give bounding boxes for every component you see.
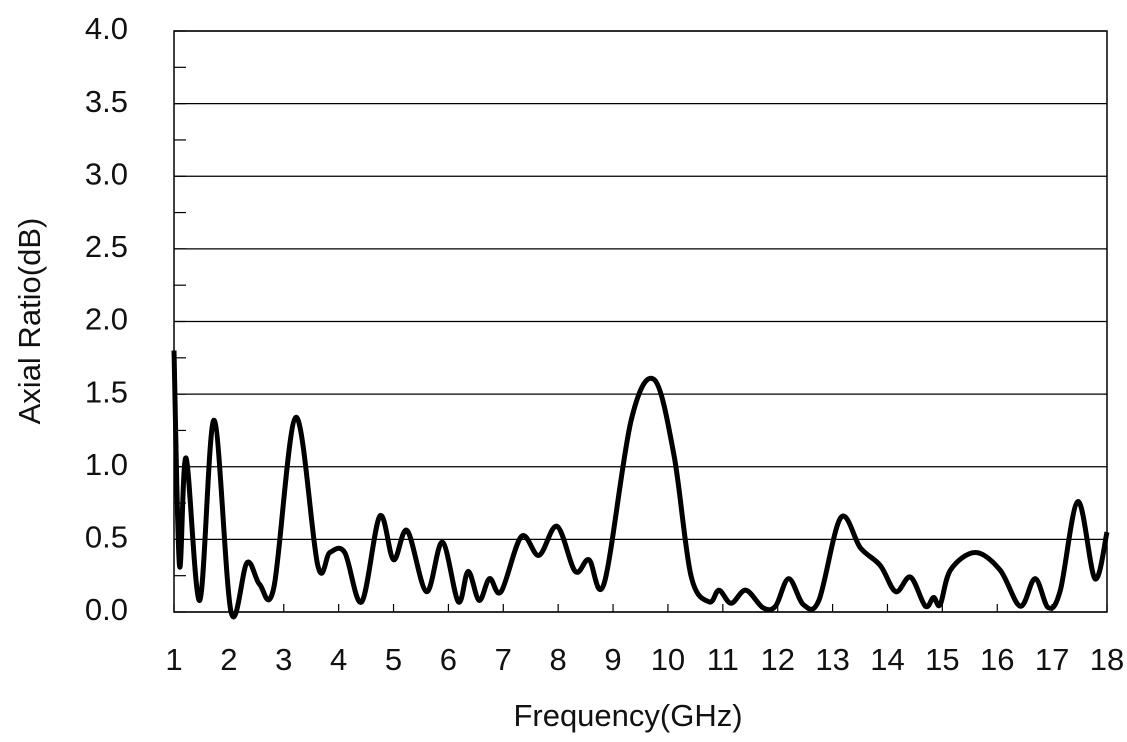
y-axis-title: Axial Ratio(dB) bbox=[12, 218, 47, 425]
y-tick-label: 2.0 bbox=[85, 302, 128, 337]
y-tick-label: 3.0 bbox=[85, 156, 128, 191]
x-tick-label: 13 bbox=[815, 642, 849, 677]
x-tick-label: 14 bbox=[870, 642, 904, 677]
x-axis-title: Frequency(GHz) bbox=[513, 698, 742, 733]
x-tick-label: 15 bbox=[925, 642, 959, 677]
x-tick-label: 5 bbox=[385, 642, 402, 677]
y-tick-label: 2.5 bbox=[85, 229, 128, 264]
x-tick-label: 4 bbox=[330, 642, 347, 677]
plot-frame bbox=[173, 30, 1108, 613]
x-tick-label: 18 bbox=[1090, 642, 1124, 677]
x-tick-label: 7 bbox=[495, 642, 512, 677]
data-line bbox=[171, 350, 1110, 620]
y-tick-label: 1.0 bbox=[85, 447, 128, 482]
x-tick-label: 12 bbox=[760, 642, 794, 677]
x-tick-label: 9 bbox=[604, 642, 621, 677]
x-tick-label: 2 bbox=[220, 642, 237, 677]
y-tick-label: 3.5 bbox=[85, 84, 128, 119]
x-tick-label: 16 bbox=[980, 642, 1014, 677]
x-tick-label: 11 bbox=[707, 642, 739, 677]
y-tick-label: 4.0 bbox=[85, 11, 128, 46]
y-tick-label: 0.5 bbox=[85, 520, 128, 555]
x-tick-label: 1 bbox=[165, 642, 182, 677]
x-tick-label: 17 bbox=[1035, 642, 1069, 677]
x-tick-label: 8 bbox=[550, 642, 567, 677]
x-tick-label: 6 bbox=[440, 642, 457, 677]
y-tick-label: 1.5 bbox=[85, 374, 128, 409]
x-tick-label: 10 bbox=[651, 642, 685, 677]
x-tick-label: 3 bbox=[275, 642, 292, 677]
y-tick-label: 0.0 bbox=[85, 592, 128, 627]
